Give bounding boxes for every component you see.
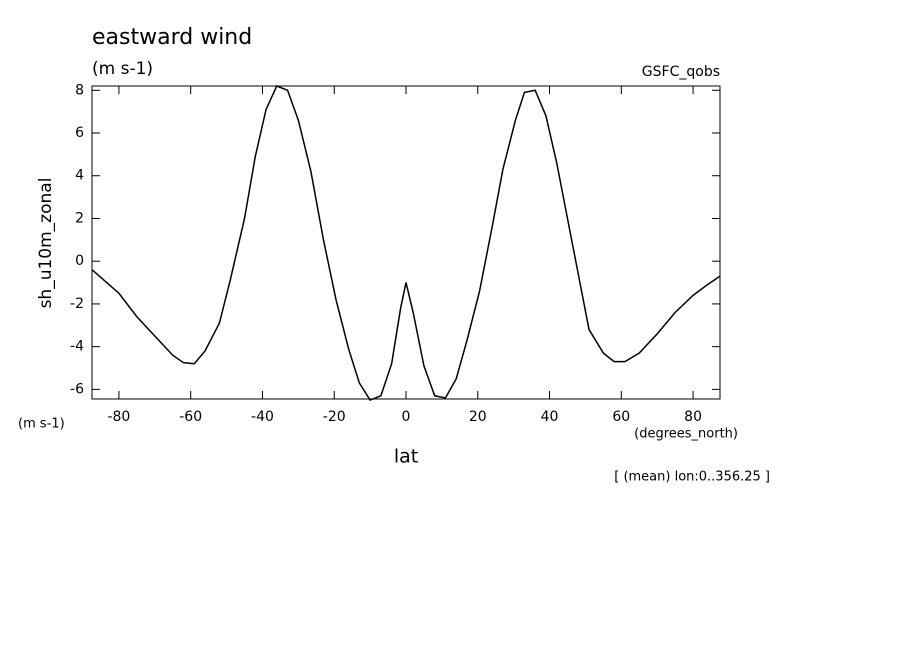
y-tick-label: 6: [75, 125, 84, 141]
source-label: GSFC_qobs: [642, 64, 720, 80]
plot-frame: [91, 85, 721, 400]
x-tick-label: -40: [251, 409, 274, 425]
y-tick-label: 8: [75, 82, 84, 98]
x-tick-label: 40: [541, 409, 559, 425]
y-axis-label: sh_u10m_zonal: [36, 178, 56, 309]
x-tick-label: -60: [179, 409, 202, 425]
x-units: (degrees_north): [634, 427, 738, 442]
chart-subtitle: (m s-1): [92, 59, 153, 79]
y-tick-label: 4: [75, 168, 84, 184]
x-tick-label: -20: [323, 409, 346, 425]
chart-title: eastward wind: [92, 25, 252, 50]
y-tick-label: 2: [75, 210, 84, 226]
annotation: [ (mean) lon:0..356.25 ]: [614, 470, 770, 485]
x-axis-label: lat: [394, 446, 418, 468]
y-units: (m s-1): [18, 417, 65, 432]
x-tick-label: 80: [684, 409, 702, 425]
data-line: [91, 85, 721, 401]
x-tick-label: 60: [612, 409, 630, 425]
y-tick-label: 0: [75, 253, 84, 269]
y-tick-label: -4: [70, 339, 84, 355]
x-tick-label: -80: [107, 409, 130, 425]
x-tick-label: 20: [469, 409, 487, 425]
y-tick-label: -2: [70, 296, 84, 312]
x-tick-label: 0: [402, 409, 411, 425]
y-tick-label: -6: [70, 381, 84, 397]
